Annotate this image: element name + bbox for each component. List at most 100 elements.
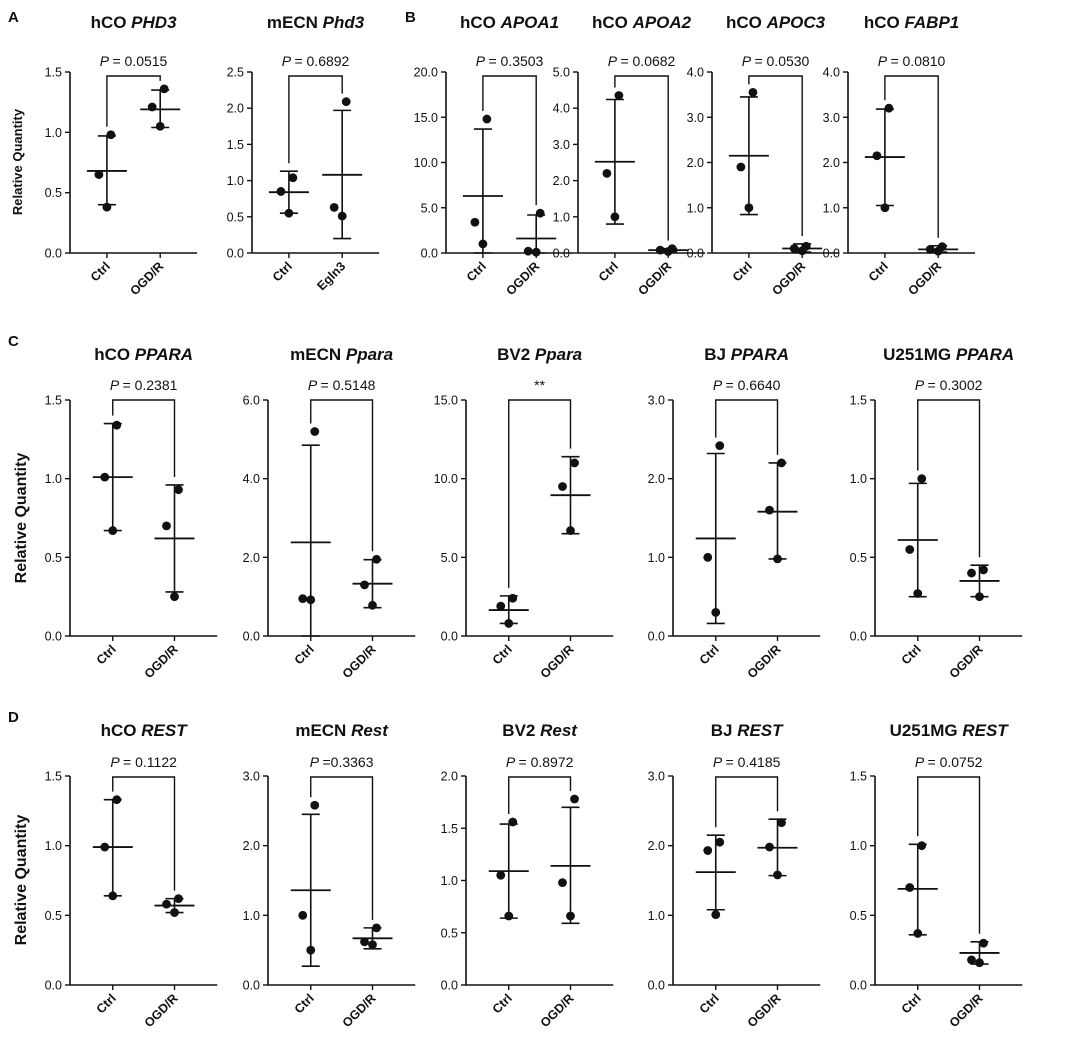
p-value: P = 0.2381 <box>110 377 178 393</box>
data-point <box>360 580 369 590</box>
chart-title: mECN Ppara <box>290 345 393 364</box>
chart-title-prefix: hCO <box>864 13 905 32</box>
p-value-label: P <box>282 53 295 69</box>
data-point <box>508 593 518 603</box>
data-point <box>162 899 171 909</box>
data-point <box>570 458 579 468</box>
y-tick-label: 2.0 <box>648 839 665 853</box>
chart-title: BV2 Rest <box>502 721 578 740</box>
significance-bracket <box>917 399 981 558</box>
p-value-label: P <box>110 754 123 770</box>
y-tick-label: 0.0 <box>648 979 665 993</box>
data-point <box>147 102 157 112</box>
chart-title-prefix: hCO <box>94 345 135 364</box>
significance-bracket <box>508 776 572 814</box>
data-point <box>610 212 620 222</box>
series-ogdr <box>516 208 557 257</box>
data-point <box>777 458 786 468</box>
chart-title: hCO APOA2 <box>592 13 692 32</box>
y-tick-label: 0.0 <box>45 247 62 261</box>
p-value-number: ** <box>534 377 545 393</box>
chart-title-prefix: BJ <box>711 721 737 740</box>
series-ogdr <box>959 564 1000 602</box>
chart-title: hCO PPARA <box>94 345 193 364</box>
p-value: P = 0.0752 <box>915 754 983 770</box>
y-tick-label: 0.0 <box>441 979 458 993</box>
p-value: P = 0.8972 <box>506 754 574 770</box>
p-value-label: P <box>308 377 321 393</box>
chart-title-prefix: hCO <box>101 721 142 740</box>
y-tick-label: 3.0 <box>553 138 570 152</box>
data-point <box>100 842 110 852</box>
y-tick-label: 1.0 <box>648 909 665 923</box>
p-value-number: = 0.1122 <box>123 754 177 770</box>
significance-bracket <box>748 75 803 236</box>
y-tick-label: 0.0 <box>850 630 867 644</box>
series-ogdr <box>757 818 798 880</box>
y-tick-label: 1.0 <box>45 839 62 853</box>
data-point <box>905 883 915 892</box>
chart-title: BJ PPARA <box>704 345 789 364</box>
p-value-label: P <box>608 53 621 69</box>
y-tick-label: 1.5 <box>45 770 62 784</box>
p-value-label: P <box>713 377 726 393</box>
series-ctrl <box>462 114 503 254</box>
data-point <box>341 97 351 107</box>
data-point <box>566 911 575 921</box>
p-value-number: = 0.0515 <box>112 53 167 69</box>
y-axis-title: Relative Quantity <box>13 453 30 584</box>
series-ctrl <box>695 834 736 920</box>
significance-bracket <box>310 776 374 920</box>
y-tick-label: 0.0 <box>227 247 244 261</box>
chart-title: hCO APOC3 <box>726 13 826 32</box>
y-tick-label: 2.0 <box>687 156 704 170</box>
y-tick-label: 1.0 <box>45 126 62 140</box>
series-ctrl <box>864 103 905 213</box>
data-point <box>748 87 758 97</box>
data-point <box>482 114 492 124</box>
panel-label-c: C <box>8 333 19 350</box>
p-value-label: P <box>742 53 755 69</box>
data-point <box>614 91 624 100</box>
y-tick-label: 4.0 <box>243 472 260 486</box>
data-point <box>789 244 799 253</box>
significance-bracket <box>112 399 176 477</box>
p-value-label: P <box>878 53 891 69</box>
data-point <box>975 958 984 968</box>
data-point <box>736 162 746 172</box>
y-tick-label: 2.0 <box>243 551 260 565</box>
p-value-label: P <box>110 377 123 393</box>
p-value-number: = 0.3503 <box>488 53 543 69</box>
data-point <box>159 84 169 94</box>
data-point <box>602 168 612 178</box>
y-tick-label: 1.0 <box>850 839 867 853</box>
chart-title-prefix: hCO <box>91 13 132 32</box>
data-point <box>979 938 988 948</box>
data-point <box>284 208 294 218</box>
series-egln3 <box>322 97 363 240</box>
p-value-label: P <box>310 754 323 770</box>
data-point <box>531 247 541 257</box>
data-point <box>478 239 488 249</box>
significance-bracket <box>482 75 537 206</box>
data-point <box>905 545 915 554</box>
data-point <box>773 870 782 880</box>
chart-title-gene: Ppara <box>535 345 582 364</box>
data-point <box>744 203 754 213</box>
y-tick-label: 1.5 <box>45 66 62 80</box>
y-tick-label: 1.0 <box>243 909 260 923</box>
significance-bracket <box>288 75 343 164</box>
y-tick-label: 3.0 <box>648 394 665 408</box>
data-point <box>933 246 943 256</box>
p-value: ** <box>534 377 545 393</box>
y-tick-label: 1.0 <box>850 472 867 486</box>
panel-label-a: A <box>8 9 19 26</box>
data-point <box>306 595 316 605</box>
data-point <box>100 472 110 482</box>
series-ctrl <box>488 593 529 628</box>
y-tick-label: 1.0 <box>45 472 62 486</box>
data-point <box>170 592 179 602</box>
y-tick-label: 15.0 <box>414 111 438 125</box>
data-point <box>797 246 807 256</box>
